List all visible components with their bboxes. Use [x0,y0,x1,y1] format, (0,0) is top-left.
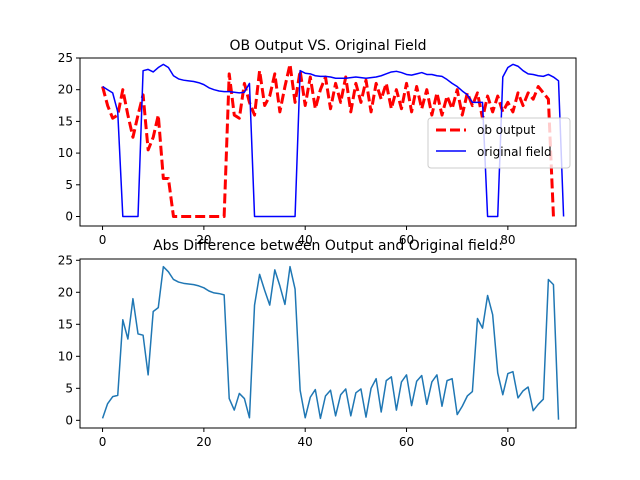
bottom-chart-y-axis: 0 5 10 15 20 25 [58,253,80,427]
legend-label-original-field: original field [477,145,552,159]
y-tick-label: 25 [58,51,73,65]
x-tick-label: 80 [500,435,515,449]
y-tick-label: 0 [65,209,73,223]
x-tick-label: 60 [399,435,414,449]
top-chart-lines [101,62,565,218]
top-chart: OB Output VS. Original Field 0 20 40 60 80 0… [58,38,577,247]
x-tick-label: 20 [196,435,211,449]
x-tick-label: 40 [298,233,313,247]
x-tick-label: 0 [99,233,107,247]
y-tick-label: 0 [65,413,73,427]
top-series-line-original-field [102,63,565,218]
y-tick-label: 5 [65,381,73,395]
bottom-chart-title: Abs Difference between Output and Origin… [153,238,503,254]
y-tick-label: 10 [58,349,73,363]
x-tick-label: 20 [196,233,211,247]
top-chart-y-axis: 0 5 10 15 20 25 [58,51,80,223]
x-tick-label: 40 [298,435,313,449]
bottom-chart-x-axis: 0 20 40 60 80 [99,428,515,449]
bottom-chart: Abs Difference between Output and Origin… [58,238,577,449]
top-chart-x-axis: 0 20 40 60 80 [99,226,515,247]
y-tick-label: 20 [58,83,73,97]
x-tick-label: 0 [99,435,107,449]
y-tick-label: 20 [58,285,73,299]
bottom-series-line-0 [101,265,560,420]
y-tick-label: 25 [58,253,73,267]
legend-box [427,117,571,169]
top-series-line-ob-output [101,62,555,218]
x-tick-label: 60 [399,233,414,247]
bottom-chart-frame [79,258,577,429]
top-chart-title: OB Output VS. Original Field [229,38,426,54]
y-tick-label: 15 [58,114,73,128]
top-chart-legend: ob output original field [427,117,571,169]
x-tick-label: 80 [500,233,515,247]
y-tick-label: 15 [58,317,73,331]
top-chart-frame [79,57,577,227]
legend-label-ob-output: ob output [477,123,536,137]
y-tick-label: 5 [65,178,73,192]
bottom-chart-lines [101,265,560,420]
y-tick-label: 10 [58,146,73,160]
